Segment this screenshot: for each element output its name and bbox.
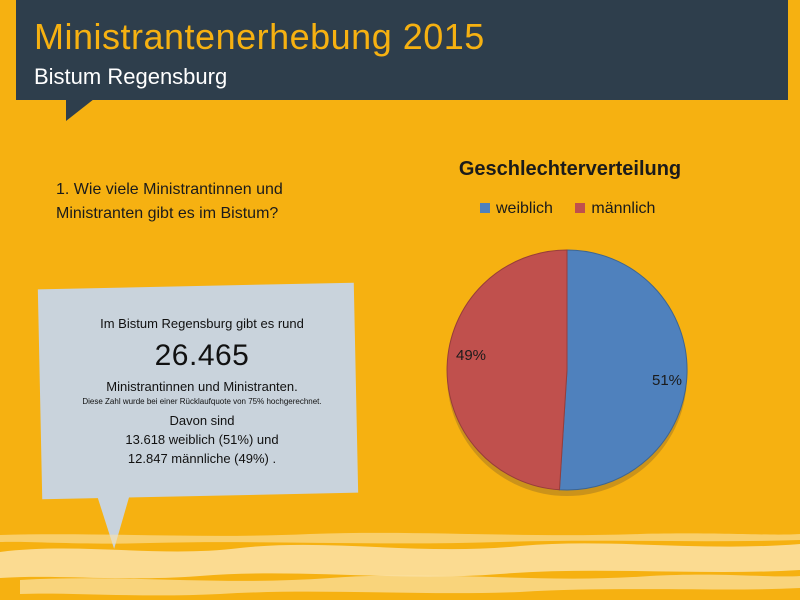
pie-label-maennlich: 49% [456, 347, 487, 364]
callout-total-number: 26.465 [154, 339, 250, 372]
legend-label-weiblich: weiblich [496, 200, 553, 217]
legend-label-maennlich: männlich [591, 200, 656, 217]
page-subtitle: Bistum Regensburg [34, 64, 228, 89]
header-speech-tail [66, 99, 94, 121]
pie-slice-maennlich [446, 249, 568, 491]
question-text: 1. Wie viele Ministrantinnen und Ministr… [56, 181, 283, 222]
callout-note: Diese Zahl wurde bei einer Rücklaufquote… [82, 397, 322, 406]
pie-label-weiblich: 51% [652, 372, 683, 389]
legend-swatch-maennlich [575, 202, 586, 213]
pie-svg [446, 249, 688, 496]
page-title: Ministrantenerhebung 2015 [34, 16, 485, 57]
callout-female: 13.618 weiblich (51%) und [125, 432, 279, 447]
gender-pie-chart: Geschlechterverteilung weiblich männlich… [420, 150, 740, 510]
pie-slice-weiblich [558, 249, 688, 491]
callout-male: 12.847 männliche (49%) . [127, 451, 277, 466]
callout-subject: Ministrantinnen und Ministranten. [106, 379, 298, 394]
chart-title: Geschlechterverteilung [458, 158, 682, 180]
callout-content: Im Bistum Regensburg gibt es rund 26.465… [62, 316, 342, 468]
decorative-brush-stroke [0, 532, 800, 596]
header-bar: Ministrantenerhebung 2015 Bistum Regensb… [16, 0, 788, 100]
callout-davon: Davon sind [169, 413, 235, 428]
legend-item-weiblich: weiblich [480, 200, 553, 218]
legend-swatch-weiblich [480, 202, 490, 213]
chart-legend: weiblich männlich [480, 200, 673, 218]
legend-item-maennlich: männlich [575, 200, 655, 218]
callout-intro: Im Bistum Regensburg gibt es rund [100, 316, 304, 331]
